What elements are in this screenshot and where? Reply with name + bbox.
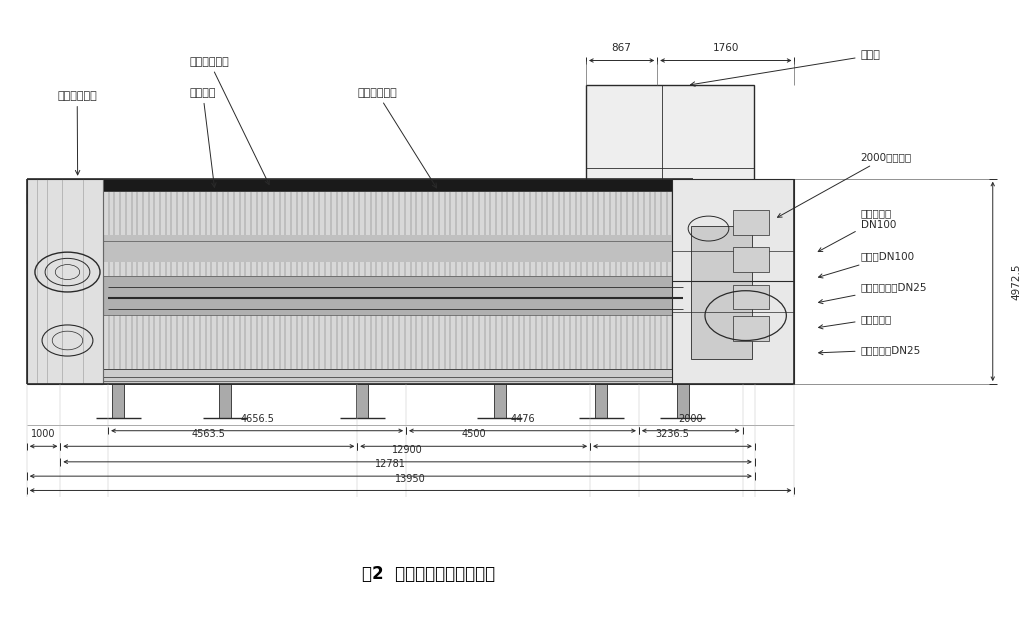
Text: 1000: 1000 — [32, 429, 56, 439]
Bar — [356, 384, 369, 418]
Text: 3236.5: 3236.5 — [655, 429, 689, 439]
Bar — [103, 191, 673, 369]
Bar — [113, 384, 125, 418]
Text: 12900: 12900 — [392, 445, 423, 455]
Text: 2000: 2000 — [679, 414, 703, 424]
Bar — [595, 384, 607, 418]
Text: 回料泵DN100: 回料泵DN100 — [818, 251, 914, 278]
Text: 接压榨水罐: 接压榨水罐 — [818, 314, 892, 329]
Text: 4656.5: 4656.5 — [241, 414, 274, 424]
Bar — [219, 384, 231, 418]
Text: 2000拉板系统: 2000拉板系统 — [777, 152, 911, 218]
Bar — [27, 194, 693, 204]
Bar — [733, 247, 769, 272]
Text: 4972.5: 4972.5 — [1011, 263, 1021, 299]
Text: 水模尾板总装: 水模尾板总装 — [57, 91, 97, 175]
Text: 1760: 1760 — [713, 43, 739, 53]
Bar — [103, 235, 673, 262]
Bar — [586, 86, 754, 269]
Text: 料模总装: 料模总装 — [189, 88, 216, 188]
Bar — [733, 284, 769, 309]
Text: 图2  超高压压滤机设备示意: 图2 超高压压滤机设备示意 — [361, 565, 495, 583]
Text: 13950: 13950 — [395, 474, 426, 484]
Text: 高压回水阀
DN100: 高压回水阀 DN100 — [818, 208, 896, 251]
Bar — [673, 179, 795, 384]
Text: 4500: 4500 — [462, 429, 486, 439]
Text: 水模头板总装: 水模头板总装 — [357, 88, 436, 188]
Text: 高压泄压阀DN25: 高压泄压阀DN25 — [818, 345, 921, 355]
Text: 液压站: 液压站 — [690, 51, 881, 86]
Text: 回料阀泄压阀DN25: 回料阀泄压阀DN25 — [818, 282, 927, 304]
Bar — [733, 316, 769, 341]
Bar — [27, 179, 103, 384]
Bar — [677, 384, 689, 418]
Bar — [494, 384, 506, 418]
Bar — [691, 226, 752, 359]
Text: 867: 867 — [611, 43, 632, 53]
Bar — [733, 210, 769, 235]
Bar — [27, 369, 795, 384]
Bar — [27, 179, 693, 194]
Text: 4476: 4476 — [510, 414, 535, 424]
Text: 水模滤板总装: 水模滤板总装 — [189, 57, 269, 184]
Bar — [103, 276, 673, 315]
Text: 12781: 12781 — [376, 459, 407, 469]
Text: 4563.5: 4563.5 — [191, 429, 225, 439]
